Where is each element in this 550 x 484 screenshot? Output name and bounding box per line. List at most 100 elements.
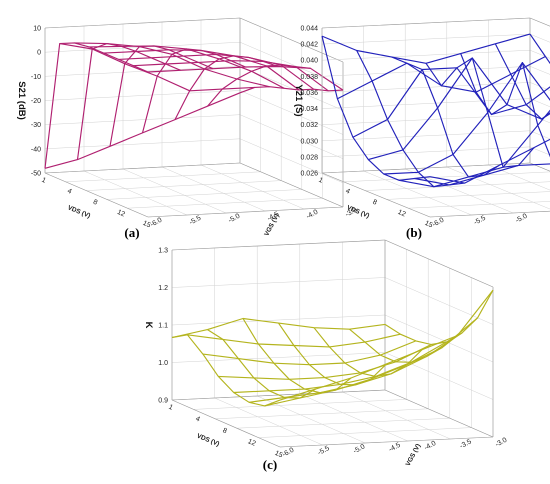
back-wall-gridline xyxy=(44,138,241,150)
floor-gridline xyxy=(214,397,323,446)
axis-box-edge xyxy=(171,399,281,448)
surface-line-vgs xyxy=(133,60,329,92)
back-wall-gridline xyxy=(529,49,550,59)
x-tick-label: 15 xyxy=(424,220,434,230)
back-wall-gridline xyxy=(384,314,494,363)
surface-line-vds xyxy=(141,48,246,134)
back-wall-gridline xyxy=(529,146,550,156)
surface-line-vgs xyxy=(218,343,432,380)
surface-line-vds xyxy=(239,86,344,94)
y-tick-label: -4.5 xyxy=(266,211,280,223)
z-tick-label: 1.1 xyxy=(158,323,168,330)
z-tick-label: 0.030 xyxy=(300,138,318,145)
y-tick-label: -6.0 xyxy=(149,217,163,229)
y-tick-label: -3.0 xyxy=(344,207,358,219)
back-wall-gridline xyxy=(321,49,531,61)
axis-box-edge xyxy=(171,239,386,251)
back-wall-gridline xyxy=(529,114,550,124)
y-axis-label: VGS (V) xyxy=(405,443,423,468)
axis-box-edge xyxy=(321,17,531,29)
panel-a-s21-plot: 10 0 -10 -20 -30 -40 -50 S21 (dB) 1 4 8 12 15 VDS (V)… xyxy=(16,17,358,240)
z-tick-label: 0.036 xyxy=(300,90,318,97)
surface-line-vgs xyxy=(171,317,386,339)
floor-gridline xyxy=(299,393,408,442)
surface-line-vgs xyxy=(147,65,344,91)
surface-line-vds xyxy=(494,43,550,120)
z-tick-label: 0.9 xyxy=(158,398,168,405)
surface-line-vgs xyxy=(264,317,478,407)
back-wall-gridline xyxy=(239,114,344,159)
z-axis-label: Y21 (S) xyxy=(293,84,304,116)
surface-line-vgs xyxy=(368,57,550,161)
surface-line-vgs xyxy=(337,55,546,100)
z-tick-label: -10 xyxy=(31,74,41,81)
back-wall-gridline xyxy=(44,66,241,77)
axis-box-edge xyxy=(44,17,241,29)
back-wall-gridline xyxy=(529,17,550,27)
floor-gridline xyxy=(83,170,188,216)
x-tick-label: 1 xyxy=(40,177,47,185)
surface-line-vgs xyxy=(321,33,531,64)
x-tick-label: 12 xyxy=(247,438,257,448)
x-tick-label: 12 xyxy=(116,209,126,219)
z-tick-label: 1.2 xyxy=(158,285,168,292)
back-wall-gridline xyxy=(321,98,531,109)
surface-line-vgs xyxy=(398,109,550,188)
z-tick-label: 0.044 xyxy=(300,26,318,33)
y-tick-label: -6.0 xyxy=(431,217,445,229)
surface-line-vds xyxy=(171,334,281,407)
y-tick-label: -3.5 xyxy=(459,438,473,450)
floor-gridline xyxy=(365,181,550,191)
z-tick-label: 0.026 xyxy=(300,171,318,178)
back-wall-gridline xyxy=(321,33,531,45)
z-axis-label: S21 (dB) xyxy=(16,81,27,120)
axis-box-edge xyxy=(239,162,344,208)
axis-box-edge xyxy=(147,206,344,218)
surface-line-vgs xyxy=(414,163,550,186)
surface-line-vds xyxy=(44,42,149,169)
surface-line-vgs xyxy=(44,92,241,169)
back-wall-gridline xyxy=(384,352,494,400)
back-wall-gridline xyxy=(384,277,494,325)
y-tick-label: -5.5 xyxy=(317,445,331,457)
axis-box-edge xyxy=(529,162,550,172)
back-wall-gridline xyxy=(171,277,386,288)
surface-line-vds xyxy=(76,43,181,160)
panel-b-y21-plot: 0.044 0.042 0.040 0.038 0.036 0.034 0.032 0.030… xyxy=(293,17,550,240)
z-tick-label: -50 xyxy=(31,171,41,178)
x-axis-label: VDS (V) xyxy=(66,204,91,219)
axis-box-edge xyxy=(44,172,149,218)
z-tick-label: 0 xyxy=(37,50,41,57)
surface-line-vgs xyxy=(118,53,314,90)
x-tick-label: 4 xyxy=(194,415,201,423)
z-tick-label: 1.3 xyxy=(158,248,168,255)
floor-gridline xyxy=(122,168,227,214)
back-wall-gridline xyxy=(529,130,550,140)
back-wall-gridline xyxy=(529,98,550,108)
floor-gridline xyxy=(321,18,531,174)
floor-gridline xyxy=(446,166,550,210)
z-tick-label: -30 xyxy=(31,122,41,129)
y-tick-label: -5.0 xyxy=(515,213,529,225)
z-tick-label: 10 xyxy=(33,26,41,33)
axis-box-edge xyxy=(321,172,431,218)
z-axis-label: K xyxy=(143,322,154,329)
floor-gridline xyxy=(488,164,550,191)
y-tick-label: -4.5 xyxy=(388,442,402,454)
y-tick-label: -5.5 xyxy=(188,215,202,227)
y-tick-label: -6.0 xyxy=(281,447,295,459)
z-tick-label: 0.042 xyxy=(300,42,318,49)
y-tick-label: -4.0 xyxy=(423,440,437,452)
axis-box-edge xyxy=(44,162,241,174)
y-tick-label: -5.0 xyxy=(227,213,241,225)
back-wall-gridline xyxy=(321,82,531,93)
surface-line-vds xyxy=(460,53,550,158)
back-wall-gridline xyxy=(529,33,550,43)
x-tick-label: 4 xyxy=(66,188,73,196)
y-tick-label: -5.0 xyxy=(352,443,366,455)
floor-gridline xyxy=(193,249,407,410)
back-wall-gridline xyxy=(321,130,531,142)
y-tick-label: -4.0 xyxy=(305,209,319,221)
surface-line-vds xyxy=(313,327,423,377)
